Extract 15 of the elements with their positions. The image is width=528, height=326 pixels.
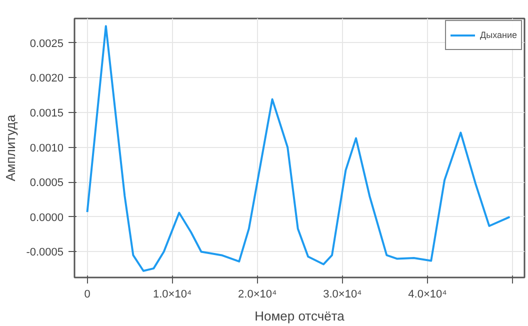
legend-label: Дыхание: [480, 30, 517, 40]
y-tick-label: 0.0000: [30, 212, 64, 224]
y-tick-label: 0.0025: [30, 38, 64, 50]
y-tick-label: -0.0005: [26, 246, 64, 259]
x-tick-label: 1.0×10⁴: [152, 288, 192, 300]
x-tick-label: 2.0×10⁴: [238, 288, 278, 300]
x-tick-label: 0: [84, 288, 90, 300]
x-tick-label: 3.0×10⁴: [323, 288, 362, 300]
y-tick-label: 0.0005: [30, 177, 64, 190]
y-axis-title: Амплитуда: [3, 114, 18, 182]
y-tick-label: 0.0020: [30, 72, 64, 85]
y-tick-label: 0.0015: [30, 107, 64, 120]
x-tick-label: 4.0×10⁴: [408, 288, 448, 300]
y-tick-label: 0.0010: [30, 142, 64, 154]
x-axis-title: Номер отсчёта: [254, 308, 346, 324]
